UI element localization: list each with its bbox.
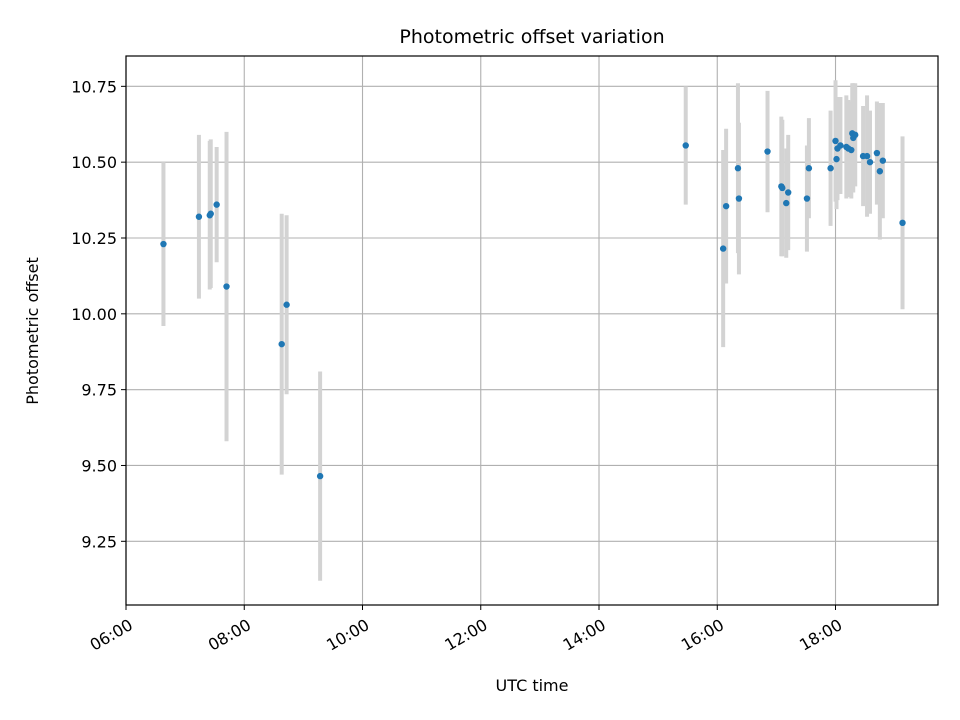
- data-point: [779, 184, 786, 192]
- data-point: [879, 157, 887, 164]
- data-point: [876, 168, 884, 175]
- data-point: [223, 283, 230, 290]
- y-tick-label: 10.50: [71, 153, 117, 172]
- data-point: [785, 189, 792, 196]
- data-point: [805, 165, 813, 172]
- data-point: [735, 195, 743, 202]
- data-point: [873, 149, 881, 157]
- data-point: [316, 472, 324, 480]
- y-tick-label: 10.00: [71, 305, 117, 324]
- data-point: [866, 158, 874, 166]
- data-point: [863, 152, 871, 160]
- data-point: [899, 219, 906, 227]
- x-axis-label: UTC time: [496, 676, 569, 695]
- grid: [125, 56, 938, 605]
- data-point: [827, 165, 834, 172]
- data-point: [278, 340, 285, 348]
- data-point: [764, 148, 771, 155]
- y-tick-label: 10.75: [71, 77, 117, 96]
- y-tick-label: 9.75: [81, 381, 117, 400]
- data-point: [848, 146, 855, 154]
- data-point: [719, 245, 727, 252]
- chart-title: Photometric offset variation: [399, 26, 664, 48]
- data-point: [283, 301, 290, 308]
- data-point: [832, 137, 839, 145]
- y-axis-ticks: 9.25 9.50 9.75 10.00 10.25 10.50 10.75: [71, 77, 126, 551]
- data-points: [160, 130, 906, 480]
- y-tick-label: 9.25: [81, 532, 117, 551]
- y-tick-label: 10.25: [71, 229, 117, 248]
- data-point: [852, 131, 859, 139]
- data-point: [837, 142, 844, 149]
- data-point: [783, 199, 790, 207]
- data-point: [682, 142, 689, 149]
- y-axis-label: Photometric offset: [23, 257, 42, 405]
- data-point: [722, 202, 730, 210]
- data-point: [734, 165, 742, 172]
- plot-frame: [125, 55, 939, 606]
- data-point: [207, 210, 214, 217]
- y-tick-label: 9.50: [81, 456, 117, 475]
- data-point: [833, 155, 840, 163]
- data-point: [213, 201, 220, 208]
- data-point: [195, 213, 203, 220]
- data-point: [803, 195, 811, 202]
- data-point: [160, 240, 167, 248]
